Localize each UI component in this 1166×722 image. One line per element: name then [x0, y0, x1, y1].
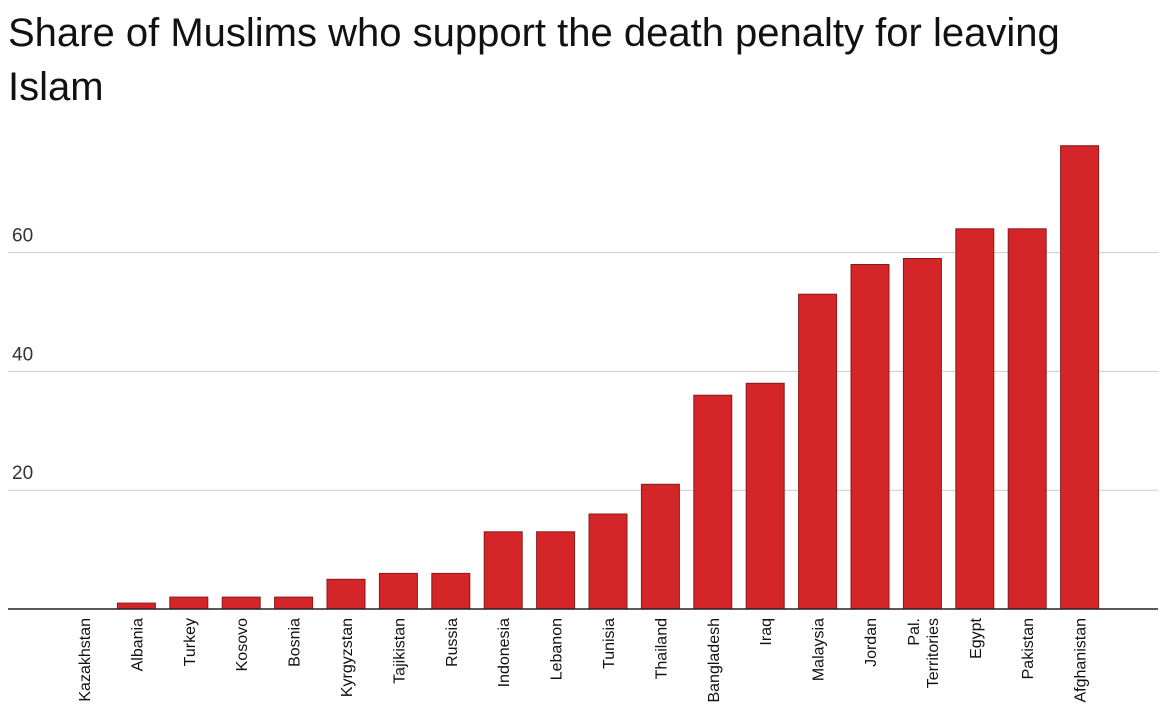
bar-bangladesh [693, 394, 733, 610]
chart-title: Share of Muslims who support the death p… [8, 11, 1060, 109]
bar-kyrgyzstan [326, 578, 366, 610]
x-tick-label: Jordan [863, 618, 880, 667]
x-tick-label: Iraq [758, 618, 775, 646]
x-tick-label: Pal. Territories [906, 618, 942, 688]
y-tick-label: 60 [12, 226, 33, 247]
bar-albania [116, 602, 156, 610]
x-tick-label: Bosnia [287, 618, 304, 667]
x-tick-label: Kyrgyzstan [339, 618, 356, 697]
x-tick-label: Lebanon [549, 618, 566, 680]
bar-jordan [850, 264, 890, 610]
x-tick-label: Pakistan [1020, 618, 1037, 679]
x-tick-label: Kazakhstan [77, 618, 94, 702]
x-tick-label: Thailand [653, 618, 670, 679]
y-tick-label: 20 [12, 463, 33, 484]
x-tick-label: Malaysia [811, 618, 828, 681]
bar-iraq [745, 382, 785, 610]
bars [116, 145, 1100, 610]
bar-russia [431, 572, 471, 610]
bar-pakistan [1007, 228, 1047, 610]
bar-afghanistan [1060, 145, 1100, 610]
bar-indonesia [483, 531, 523, 610]
bar-kosovo [221, 596, 261, 610]
bar-bosnia [274, 596, 314, 610]
x-tick-label: Albania [129, 618, 146, 671]
x-tick-label: Bangladesh [706, 618, 723, 703]
x-tick-label: Kosovo [234, 618, 251, 671]
x-tick-label: Afghanistan [1073, 618, 1090, 703]
bar-pal-territories [902, 258, 942, 610]
x-tick-label: Tajikistan [391, 618, 408, 684]
x-tick-label: Russia [444, 618, 461, 667]
bar-turkey [169, 596, 209, 610]
y-axis-ticks: 20 40 60 [12, 226, 33, 485]
x-tick-label: Tunisia [601, 618, 618, 669]
x-tick-label: Turkey [182, 618, 199, 666]
x-tick-label: Indonesia [496, 618, 513, 687]
bar-thailand [640, 483, 680, 610]
bar-malaysia [798, 293, 838, 610]
bar-egypt [955, 228, 995, 610]
y-tick-label: 40 [12, 344, 33, 365]
bar-tajikistan [378, 572, 418, 610]
x-tick-label: Egypt [968, 617, 985, 658]
bar-tunisia [588, 513, 628, 610]
bar-lebanon [536, 531, 576, 610]
x-axis-labels: Kazakhstan Albania Turkey Kosovo Bosnia Kyrgy… [77, 617, 1090, 702]
